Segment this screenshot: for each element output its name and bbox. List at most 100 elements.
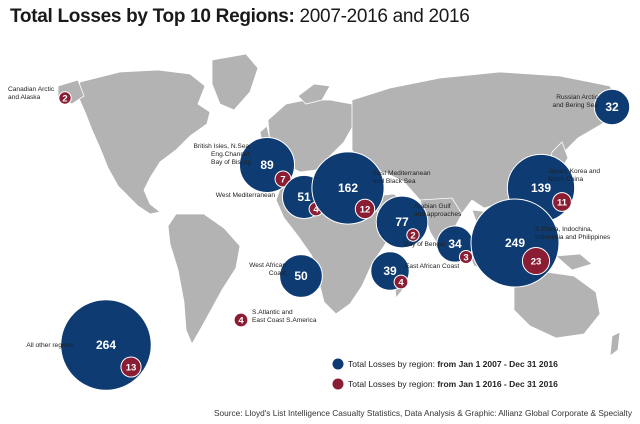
label-line: S.Atlantic and xyxy=(252,309,293,316)
label-line: Canadian Arctic xyxy=(8,86,55,93)
legend: Total Losses by region: from Jan 1 2007 … xyxy=(332,358,558,390)
bubble-total-west-african xyxy=(279,254,323,298)
label-line: West Mediterranean xyxy=(216,192,276,199)
label-russian-arctic: Russian Arctic and Bering Sea xyxy=(553,94,599,109)
label-line: Bay of Bengal xyxy=(404,241,446,248)
bubble-2016-east-med xyxy=(354,198,376,220)
legend-item-total: Total Losses by region: from Jan 1 2007 … xyxy=(332,358,558,370)
value-total-bay-of-bengal: 34 xyxy=(448,237,462,251)
bubble-2016-east-african xyxy=(393,274,409,290)
label-line: Russian Arctic xyxy=(556,94,598,101)
land-north-america xyxy=(77,69,211,215)
label-line: Japan, Korea and xyxy=(548,168,600,175)
legend-range: from Jan 1 2007 - Dec 31 2016 xyxy=(437,359,558,369)
label-line: West African xyxy=(249,262,286,269)
value-2016-east-african: 4 xyxy=(398,277,404,288)
value-2016-east-med: 12 xyxy=(360,204,371,215)
label-line: East Coast S.America xyxy=(252,317,317,324)
land-new-guinea xyxy=(555,253,593,271)
legend-prefix: Total Losses by region: xyxy=(348,359,437,369)
label-east-med: East Mediterranean and Black Sea xyxy=(373,170,431,185)
region-s-china: 249 23 S.China, Indochina, Indonesia and Ph… xyxy=(470,198,611,288)
label-line: Bay of Biscay xyxy=(211,159,252,166)
region-s-atlantic: 4 S.Atlantic and East Coast S.America xyxy=(233,309,317,328)
label-arabian-gulf: Arabian Gulf and approaches xyxy=(414,203,462,218)
value-2016-west-med: 4 xyxy=(313,204,319,215)
bubble-2016-japan-korea xyxy=(552,192,572,212)
land-south-america xyxy=(167,213,241,345)
value-2016-other: 13 xyxy=(126,362,137,373)
land-new-zealand xyxy=(609,331,621,357)
chart-title-bold: Total Losses by Top 10 Regions: xyxy=(10,6,295,27)
bubble-2016-s-atlantic xyxy=(233,312,249,328)
region-russian-arctic: 32 Russian Arctic and Bering Sea xyxy=(553,88,631,126)
bubble-2016-other xyxy=(120,356,142,378)
value-total-arabian-gulf: 77 xyxy=(395,215,409,229)
label-s-atlantic: S.Atlantic and East Coast S.America xyxy=(252,309,317,324)
region-bay-of-bengal: 343 Bay of Bengal xyxy=(404,225,474,265)
label-line: and Alaska xyxy=(8,94,41,101)
label-line: and Black Sea xyxy=(373,178,416,185)
value-total-west-african: 50 xyxy=(294,269,308,283)
land-scandinavia xyxy=(297,83,331,105)
bubble-2016-arabian-gulf xyxy=(406,228,420,242)
label-line: East Mediterranean xyxy=(373,170,431,177)
value-2016-s-china: 23 xyxy=(531,256,542,267)
label-east-african: East African Coast xyxy=(405,263,459,270)
value-total-east-med: 162 xyxy=(338,181,358,195)
legend-range: from Jan 1 2016 - Dec 31 2016 xyxy=(437,379,558,389)
label-canadian-arctic: Canadian Arctic and Alaska xyxy=(8,86,55,101)
label-line: Arabian Gulf xyxy=(414,203,451,210)
bubble-total-russian-arctic xyxy=(593,88,631,126)
source-note: Source: Lloyd's List Intelligence Casual… xyxy=(213,408,632,418)
legend-text: Total Losses by region: from Jan 1 2007 … xyxy=(348,359,558,369)
label-other: All other regions xyxy=(26,342,74,349)
value-total-west-med: 51 xyxy=(297,190,311,204)
bubble-2016-s-china xyxy=(521,246,551,276)
label-line: North China xyxy=(548,176,584,183)
bubble-2016-bay-of-bengal xyxy=(458,249,474,265)
label-british-isles: British Isles, N.Sea, Eng.Channel, Bay of … xyxy=(193,143,251,166)
label-west-med: West Mediterranean xyxy=(216,192,276,199)
chart-title: Total Losses by Top 10 Regions: 2007-201… xyxy=(10,6,470,28)
label-line: and Bering Sea xyxy=(553,102,599,109)
label-line: S.China, Indochina, xyxy=(535,226,593,233)
label-line: and approaches xyxy=(414,211,462,218)
region-west-african: 50 West African Coast xyxy=(249,254,323,298)
legend-swatch xyxy=(332,378,344,390)
label-line: British Isles, N.Sea, xyxy=(193,143,251,150)
region-british-isles: 89 7 British Isles, N.Sea, Eng.Channel, Bay … xyxy=(193,136,296,194)
label-line: Eng.Channel, xyxy=(211,151,251,158)
value-total-s-china: 249 xyxy=(505,236,525,250)
value-total-other: 264 xyxy=(96,338,116,352)
value-2016-british-isles: 7 xyxy=(280,174,285,185)
value-2016-s-atlantic: 4 xyxy=(238,315,244,326)
bubble-2016-canadian-arctic xyxy=(58,91,72,105)
value-2016-bay-of-bengal: 3 xyxy=(463,252,468,263)
region-other: 264 13 All other regions xyxy=(26,299,152,391)
legend-swatch xyxy=(332,358,344,370)
label-line: Indonesia and Philippines xyxy=(535,234,611,241)
value-2016-japan-korea: 11 xyxy=(557,197,568,208)
value-2016-arabian-gulf: 2 xyxy=(410,230,415,241)
label-west-african: West African Coast xyxy=(249,262,286,277)
legend-text: Total Losses by region: from Jan 1 2016 … xyxy=(348,379,558,389)
land-greenland xyxy=(211,53,259,111)
label-line: East African Coast xyxy=(405,263,459,270)
land-australia xyxy=(513,271,601,339)
value-total-british-isles: 89 xyxy=(260,158,274,172)
value-2016-canadian-arctic: 2 xyxy=(62,93,67,104)
label-line: Coast xyxy=(269,270,286,277)
region-canadian-arctic: 2 Canadian Arctic and Alaska xyxy=(8,86,72,105)
value-total-east-african: 39 xyxy=(383,264,397,278)
value-total-russian-arctic: 32 xyxy=(605,100,619,114)
chart-title-normal: 2007-2016 and 2016 xyxy=(294,6,470,27)
legend-item-2016: Total Losses by region: from Jan 1 2016 … xyxy=(332,378,558,390)
label-bay-of-bengal: Bay of Bengal xyxy=(404,241,446,248)
label-line: All other regions xyxy=(26,342,74,349)
value-total-japan-korea: 139 xyxy=(531,181,551,195)
